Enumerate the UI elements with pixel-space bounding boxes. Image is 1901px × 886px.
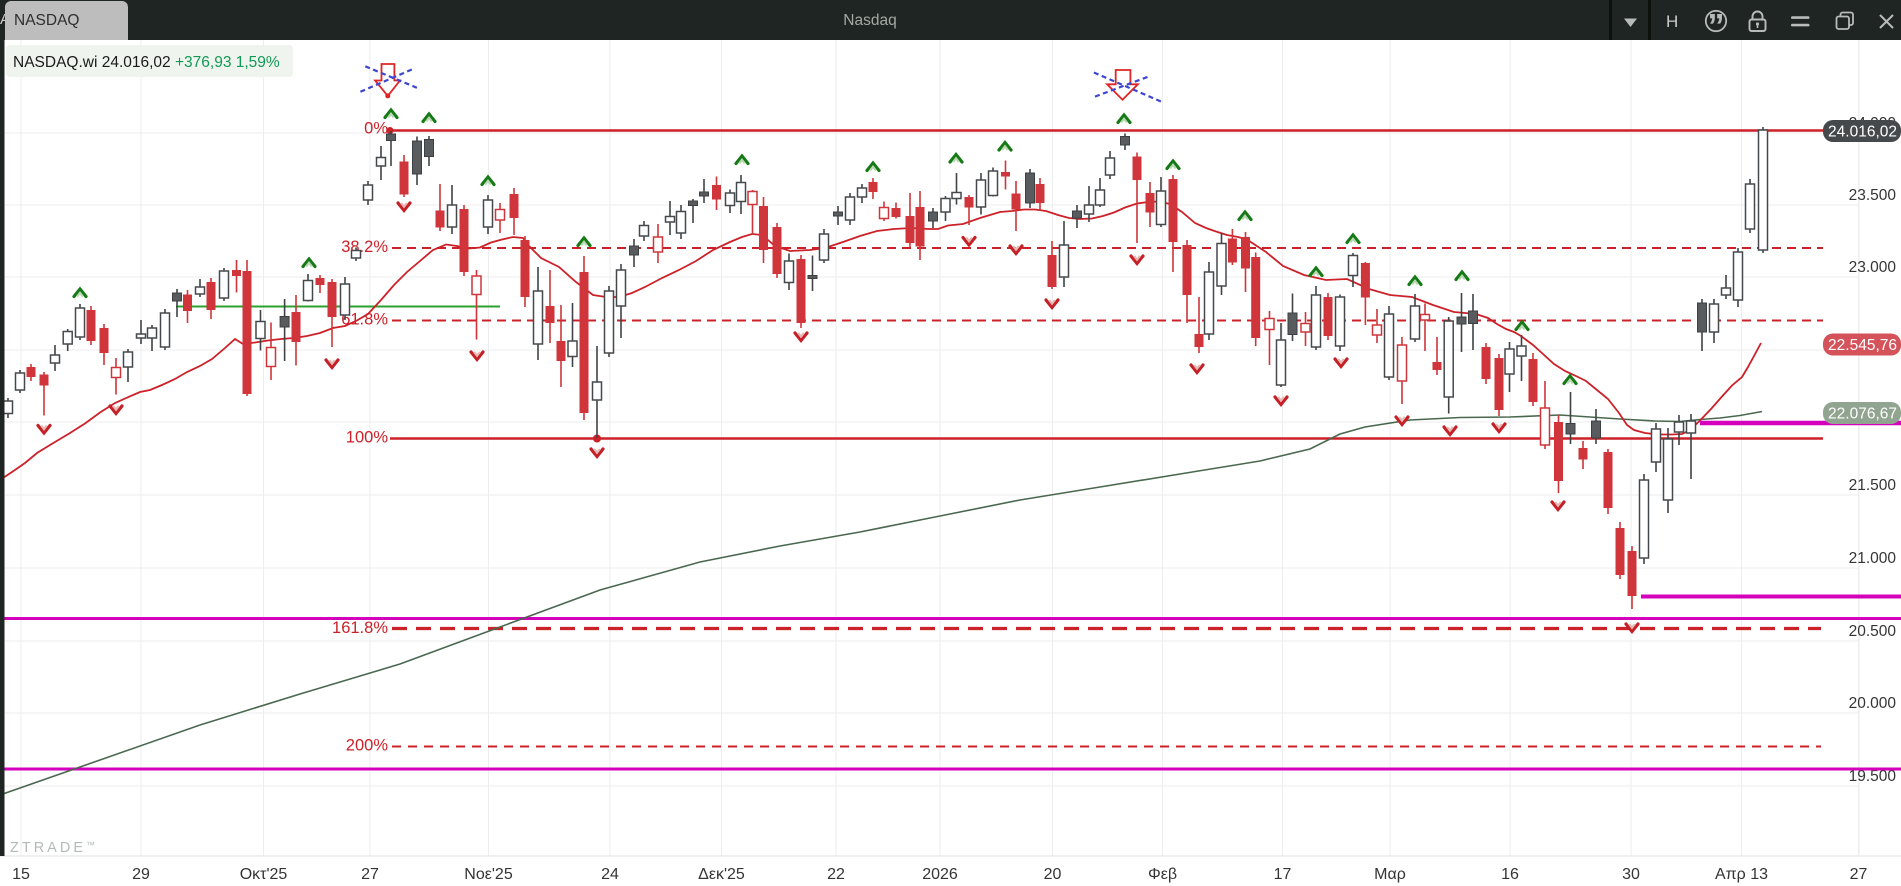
svg-text:61.8%: 61.8% — [341, 311, 388, 329]
svg-text:2026: 2026 — [922, 866, 958, 883]
svg-text:22.076,67: 22.076,67 — [1828, 406, 1897, 423]
svg-text:23.500: 23.500 — [1849, 187, 1897, 204]
svg-text:21.000: 21.000 — [1849, 550, 1897, 567]
svg-text:27: 27 — [361, 866, 379, 883]
svg-text:Δεκ'25: Δεκ'25 — [698, 866, 745, 883]
svg-text:161.8%: 161.8% — [332, 619, 388, 637]
svg-text:Μαρ: Μαρ — [1374, 866, 1406, 883]
svg-text:17: 17 — [1274, 866, 1292, 883]
svg-text:38.2%: 38.2% — [341, 238, 388, 256]
svg-text:20.000: 20.000 — [1849, 695, 1897, 712]
svg-text:15: 15 — [12, 866, 30, 883]
svg-text:24.016,02: 24.016,02 — [1828, 124, 1897, 141]
svg-text:”: ” — [1708, 8, 1725, 41]
svg-text:19.500: 19.500 — [1849, 768, 1897, 785]
svg-text:29: 29 — [132, 866, 150, 883]
svg-text:20: 20 — [1044, 866, 1062, 883]
svg-text:16: 16 — [1501, 866, 1519, 883]
svg-text:0%: 0% — [364, 120, 388, 138]
svg-text:200%: 200% — [346, 737, 389, 755]
svg-text:Οκτ'25: Οκτ'25 — [240, 866, 288, 883]
svg-text:23.000: 23.000 — [1849, 259, 1897, 276]
svg-text:H: H — [1666, 12, 1678, 31]
svg-text:21.500: 21.500 — [1849, 477, 1897, 494]
svg-text:Φεβ: Φεβ — [1148, 866, 1177, 883]
svg-text:30: 30 — [1622, 866, 1640, 883]
svg-text:Απρ 13: Απρ 13 — [1715, 866, 1768, 883]
svg-text:20.500: 20.500 — [1849, 623, 1897, 640]
svg-text:24: 24 — [601, 866, 619, 883]
svg-text:22: 22 — [827, 866, 845, 883]
svg-text:22.545,76: 22.545,76 — [1828, 337, 1897, 354]
svg-text:Νοε'25: Νοε'25 — [464, 866, 513, 883]
svg-text:ZTRADE™: ZTRADE™ — [10, 840, 98, 856]
svg-text:NASDAQ.wi 24.016,02 +376,93 1: NASDAQ.wi 24.016,02 +376,93 1,59% — [13, 54, 280, 71]
svg-text:27: 27 — [1850, 866, 1868, 883]
svg-text:100%: 100% — [346, 429, 389, 447]
